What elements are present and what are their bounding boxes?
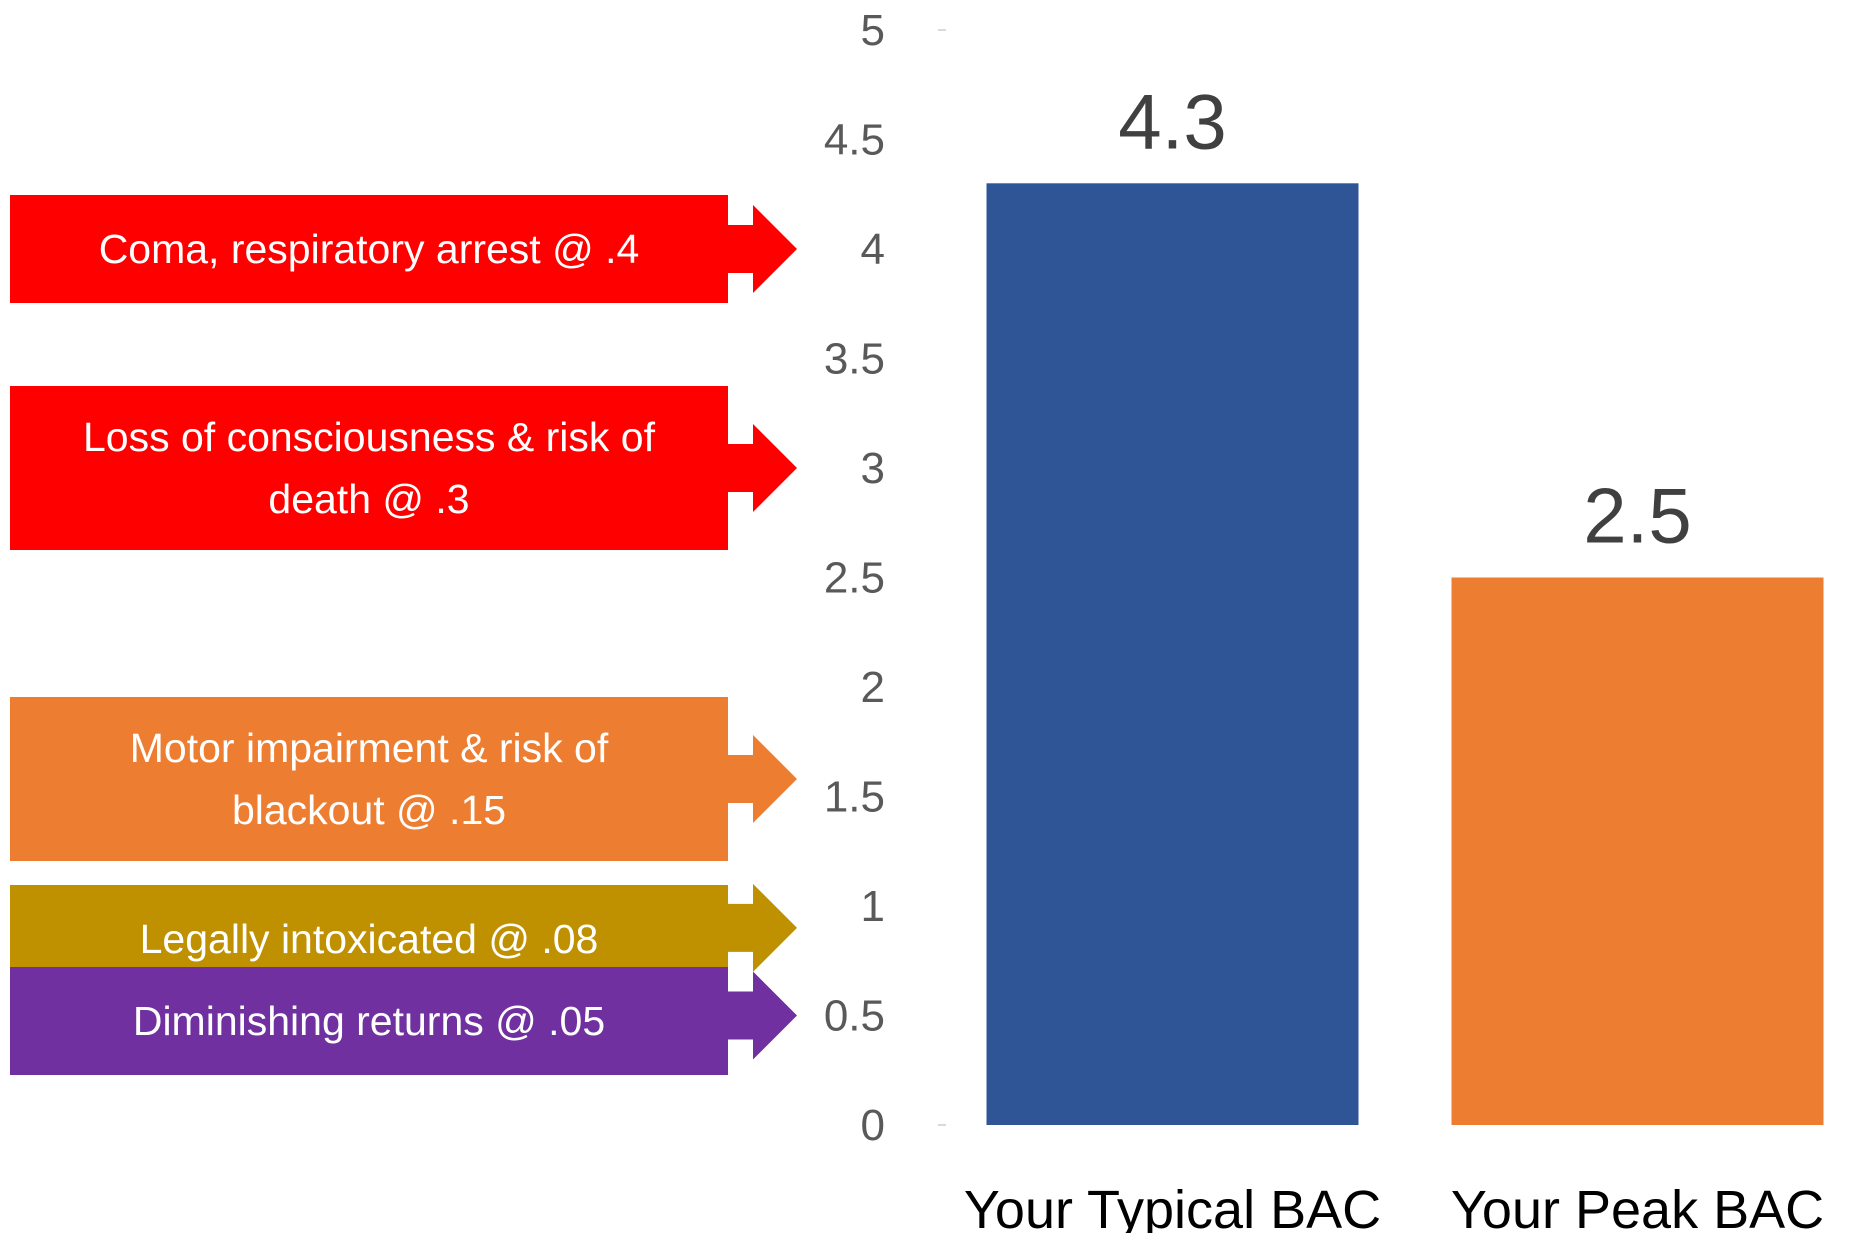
callout-text: Diminishing returns @ .05 [133,998,605,1044]
callout-arrow-shape [10,967,797,1075]
callout-arrow-shape [10,195,797,303]
y-tick-label: 0.5 [824,992,885,1041]
callout-arrow-shape [10,696,797,861]
bac-callout: Motor impairment & risk of blackout @ .15 [10,696,797,861]
y-tick-label: 2.5 [824,554,885,603]
bac-callout: Coma, respiratory arrest @ .4 [10,195,797,303]
y-tick-label: 3 [861,444,885,493]
y-tick-label: 0 [861,1101,885,1150]
bar-value-label: 2.5 [1583,472,1691,560]
y-tick-label: 4 [861,225,885,274]
x-axis-categories: Your Typical BAC Your Peak BAC [964,1180,1824,1233]
bar-value-label: 4.3 [1118,77,1226,165]
category-label: Your Typical BAC [964,1180,1381,1233]
data-labels: 4.3 2.5 [1118,77,1691,559]
y-axis: 0 0.5 1 1.5 2 2.5 3 3.5 4 4.5 5 [824,6,946,1150]
callout-text: Coma, respiratory arrest @ .4 [99,226,640,272]
y-tick-label: 4.5 [824,116,885,165]
y-tick-label: 1 [861,882,885,931]
callout-arrow-shape [10,386,797,550]
bar-series [986,183,1824,1126]
y-tick-label: 3.5 [824,335,885,384]
y-tick-label: 2 [861,663,885,712]
y-tick-label: 5 [861,6,885,55]
bac-callout: Loss of consciousness & risk of death @ .… [10,386,797,550]
bac-callout: Legally intoxicated @ .08 [10,883,797,993]
callout-text: Legally intoxicated @ .08 [140,916,599,962]
bac-callout: Diminishing returns @ .05 [10,967,797,1075]
bac-threshold-callouts: Coma, respiratory arrest @ .4 Loss of con… [10,195,797,1075]
callout-arrow-shape [10,883,797,993]
callout-text: blackout @ .15 [232,787,506,833]
callout-text: Motor impairment & risk of [130,725,609,771]
bar [986,183,1359,1126]
callout-text: Loss of consciousness & risk of [83,414,656,460]
y-tick-label: 1.5 [824,773,885,822]
callout-text: death @ .3 [268,476,469,522]
bar [1451,577,1824,1125]
category-label: Your Peak BAC [1451,1180,1824,1233]
